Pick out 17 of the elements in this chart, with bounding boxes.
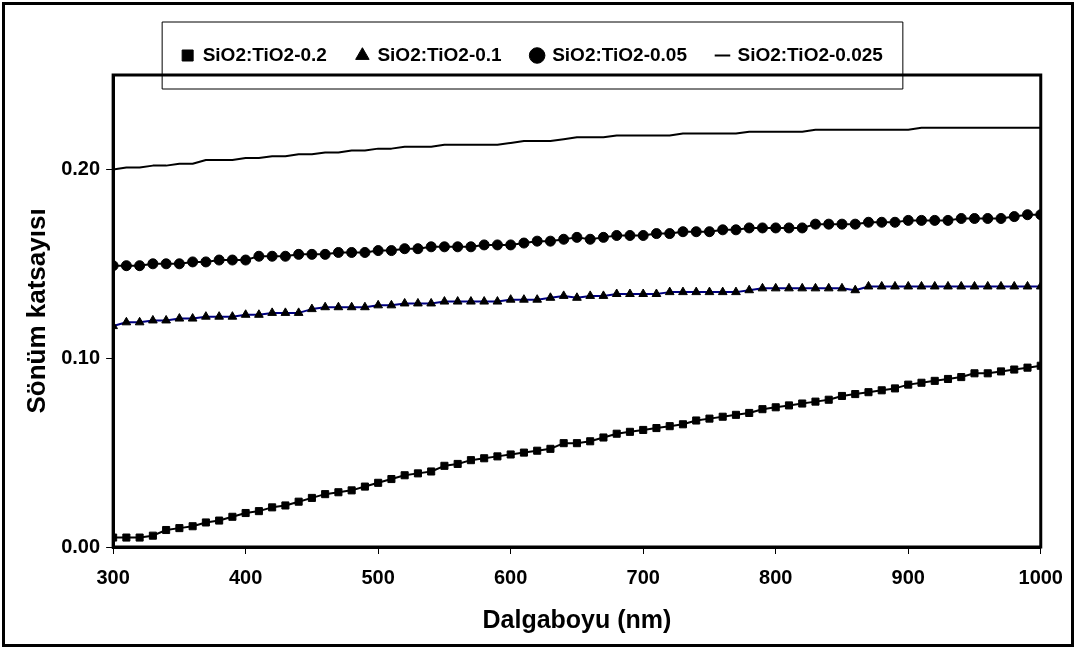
x-tick-label: 800 — [759, 565, 793, 588]
x-tick-label: 1000 — [1018, 565, 1063, 588]
y-axis-title: Sönüm katsayısı — [20, 208, 51, 414]
y-tick-label: 0.00 — [61, 534, 101, 557]
legend-label: SiO2:TiO2-0.2 — [202, 43, 327, 65]
legend-label: SiO2:TiO2-0.05 — [552, 43, 688, 65]
x-tick-label: 300 — [96, 565, 130, 588]
y-tick-label: 0.10 — [61, 345, 101, 368]
x-tick-label: 900 — [891, 565, 925, 588]
legend-label: SiO2:TiO2-0.025 — [737, 43, 884, 65]
x-tick-label: 400 — [228, 565, 263, 588]
y-tick-label: 0.20 — [61, 156, 101, 179]
x-tick-label: 600 — [493, 565, 528, 588]
legend-label: SiO2:TiO2-0.1 — [377, 43, 503, 65]
x-tick-label: 500 — [361, 565, 395, 588]
x-tick-label: 700 — [626, 565, 660, 588]
x-axis-title: Dalgaboyu (nm) — [482, 604, 672, 633]
